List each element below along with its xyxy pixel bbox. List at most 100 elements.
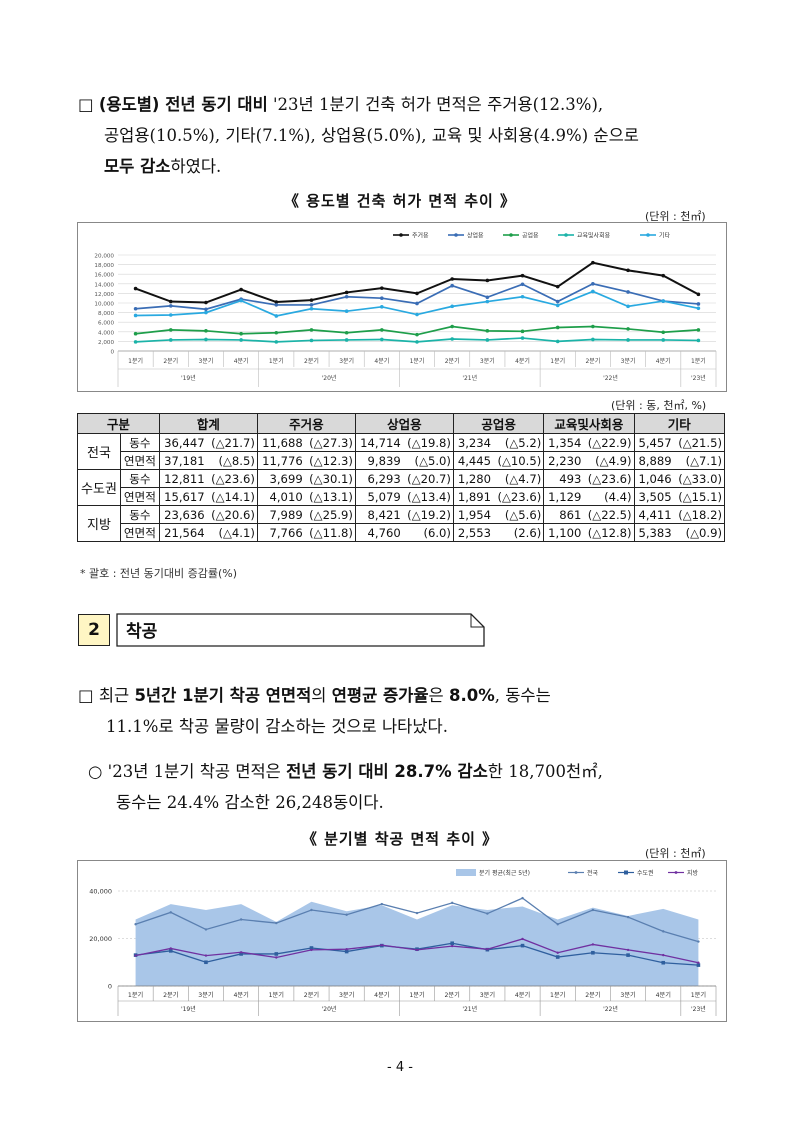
metric-cell: 연면적 xyxy=(119,487,160,506)
data-point xyxy=(309,298,314,302)
data-point xyxy=(204,300,208,305)
value-cell: 1,954 xyxy=(452,505,494,524)
start-sub-paragraph: ○ '23년 1분기 착공 면적은 전년 동기 대비 28.7% 감소한 18,… xyxy=(88,756,748,818)
value-cell: 3,234 xyxy=(452,433,494,452)
data-point xyxy=(486,912,489,915)
col-header-industrial: 공업용 xyxy=(452,413,545,434)
y-tick-label: 10,000 xyxy=(94,302,114,308)
data-point xyxy=(380,328,384,332)
bullet-square: □ xyxy=(78,95,94,114)
value-cell: 15,617 xyxy=(158,487,207,506)
data-point xyxy=(626,290,630,294)
data-point xyxy=(556,951,559,954)
data-point xyxy=(485,278,490,283)
change-cell: (△22.9) xyxy=(583,433,635,452)
data-point xyxy=(415,948,419,952)
data-point xyxy=(520,336,525,340)
col-header-residential: 주거용 xyxy=(256,413,356,434)
section-title-box xyxy=(116,613,485,647)
legend-marker xyxy=(574,871,578,874)
data-point xyxy=(626,953,630,957)
change-cell: (6.0) xyxy=(402,523,454,542)
value-cell: 11,776 xyxy=(256,451,305,470)
value-cell: 6,293 xyxy=(354,469,403,488)
legend-label: 기타 xyxy=(659,232,671,240)
year-label: '20년 xyxy=(322,1005,337,1013)
legend-marker xyxy=(509,233,513,237)
y-tick-label: 20,000 xyxy=(89,935,112,943)
data-point xyxy=(344,309,349,313)
change-cell: (△23.6) xyxy=(206,469,258,488)
region-cell: 수도권 xyxy=(77,469,121,506)
year-label: '21년 xyxy=(462,1005,477,1013)
data-point xyxy=(486,947,489,951)
data-point xyxy=(555,325,560,330)
start-text-c: 의 xyxy=(311,686,332,705)
data-point xyxy=(521,937,524,941)
value-cell: 9,839 xyxy=(354,451,403,470)
section-title: 착공 xyxy=(126,622,158,642)
change-cell: (△23.6) xyxy=(493,487,545,506)
data-point xyxy=(204,329,208,333)
data-point xyxy=(415,301,419,306)
x-tick-label: 3분기 xyxy=(339,991,354,999)
data-point xyxy=(555,303,560,308)
data-point xyxy=(696,963,701,967)
data-point xyxy=(626,304,630,309)
usage-lead: (용도별) 전년 동기 대비 xyxy=(98,95,268,114)
start-text-a: 최근 xyxy=(98,686,135,705)
legend-marker xyxy=(646,233,650,237)
data-point xyxy=(696,302,701,306)
sub-text-b: 전년 동기 대비 28.7% 감소 xyxy=(286,762,488,781)
change-cell: (△13.4) xyxy=(402,487,454,506)
x-tick-label: 1분기 xyxy=(550,991,565,999)
col-header-total: 합계 xyxy=(158,413,258,434)
change-cell: (△18.2) xyxy=(673,505,725,524)
start-text-b: 5년간 1분기 착공 연면적 xyxy=(134,686,312,705)
y-tick-label: 16,000 xyxy=(94,273,114,279)
sub-text-2: 동수는 24.4% 감소한 26,248동이다. xyxy=(116,793,384,812)
x-tick-label: 3분기 xyxy=(199,357,214,365)
data-point xyxy=(591,282,595,286)
chart1-svg: 20,000 18,000 16,000 14,000 12,000 10,000 8,00… xyxy=(94,232,717,387)
chart1-title: 《 용도별 건축 허가 면적 추이 》 xyxy=(283,192,517,210)
data-point xyxy=(239,331,243,336)
y-tick-label: 12,000 xyxy=(94,292,114,298)
data-point xyxy=(696,306,701,311)
data-point xyxy=(309,303,314,307)
value-cell: 5,079 xyxy=(354,487,403,506)
sub-bullet: ○ xyxy=(88,762,103,781)
stats-table: 구분 합계 주거용 상업용 공업용 교육및사회용 기타 전국 동수 36,447 (△… xyxy=(77,413,726,542)
data-point xyxy=(168,299,173,304)
x-tick-label: 3분기 xyxy=(620,991,635,999)
legend-label: 주거용 xyxy=(412,232,429,240)
start-text-2: 11.1%로 착공 물량이 감소하는 것으로 나타났다. xyxy=(106,717,448,736)
table-row: 연면적 21,564 (△4.1) 7,766 (△11.8) 4,760 (6.0) 2,5… xyxy=(78,523,725,542)
data-point xyxy=(450,283,454,288)
x-tick-label: 2분기 xyxy=(163,357,178,365)
legend-label: 지방 xyxy=(687,869,699,877)
data-point xyxy=(309,946,314,950)
data-point xyxy=(696,338,701,343)
data-point xyxy=(626,327,630,331)
y-tick-label: 0 xyxy=(108,983,112,991)
data-point xyxy=(274,340,279,344)
data-point xyxy=(626,338,630,342)
metric-cell: 동수 xyxy=(119,433,160,452)
x-tick-label: 2분기 xyxy=(304,991,319,999)
year-label: '22년 xyxy=(603,374,618,382)
x-tick-label: 2분기 xyxy=(445,357,460,365)
x-tick-label: 1분기 xyxy=(269,991,284,999)
table-row: 전국 동수 36,447 (△21.7) 11,688 (△27.3) 14,714 (△19… xyxy=(77,433,725,470)
data-point xyxy=(133,286,138,291)
data-point xyxy=(485,299,490,304)
chart2-unit: (단위 : 천㎡) xyxy=(645,847,706,860)
table-row: 수도권 동수 12,811 (△23.6) 3,699 (△30.1) 6,293 (△20.… xyxy=(77,469,725,506)
data-point xyxy=(204,307,208,312)
value-cell: 4,445 xyxy=(452,451,494,470)
data-point xyxy=(450,277,454,281)
data-point xyxy=(344,338,349,342)
data-point xyxy=(591,908,595,912)
y-tick-label: 40,000 xyxy=(89,888,112,896)
change-cell: (2.6) xyxy=(493,523,545,542)
